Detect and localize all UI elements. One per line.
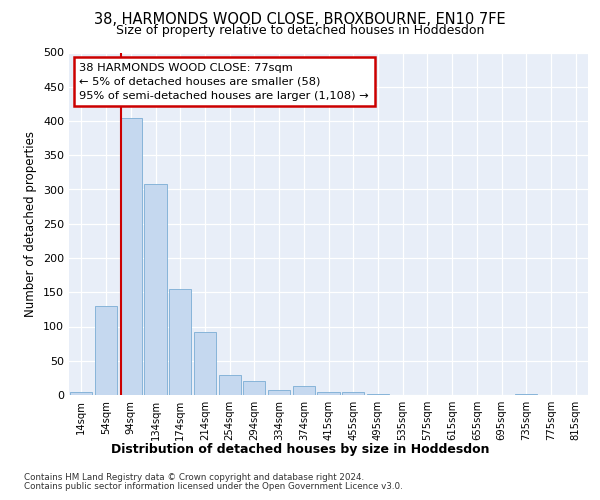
Text: Size of property relative to detached houses in Hoddesdon: Size of property relative to detached ho… bbox=[116, 24, 484, 37]
Text: 38 HARMONDS WOOD CLOSE: 77sqm
← 5% of detached houses are smaller (58)
95% of se: 38 HARMONDS WOOD CLOSE: 77sqm ← 5% of de… bbox=[79, 63, 369, 101]
Bar bbox=[194, 332, 216, 395]
Bar bbox=[268, 390, 290, 395]
Bar bbox=[293, 386, 315, 395]
Text: Contains HM Land Registry data © Crown copyright and database right 2024.: Contains HM Land Registry data © Crown c… bbox=[24, 472, 364, 482]
Bar bbox=[243, 382, 265, 395]
Bar bbox=[119, 118, 142, 395]
Bar bbox=[218, 375, 241, 395]
Y-axis label: Number of detached properties: Number of detached properties bbox=[25, 130, 37, 317]
Bar bbox=[70, 392, 92, 395]
Bar bbox=[342, 392, 364, 395]
Bar bbox=[317, 392, 340, 395]
Bar bbox=[169, 289, 191, 395]
Text: Contains public sector information licensed under the Open Government Licence v3: Contains public sector information licen… bbox=[24, 482, 403, 491]
Bar bbox=[95, 306, 117, 395]
Text: Distribution of detached houses by size in Hoddesdon: Distribution of detached houses by size … bbox=[111, 442, 489, 456]
Bar bbox=[145, 184, 167, 395]
Bar bbox=[515, 394, 538, 395]
Bar bbox=[367, 394, 389, 395]
Text: 38, HARMONDS WOOD CLOSE, BROXBOURNE, EN10 7FE: 38, HARMONDS WOOD CLOSE, BROXBOURNE, EN1… bbox=[94, 12, 506, 28]
